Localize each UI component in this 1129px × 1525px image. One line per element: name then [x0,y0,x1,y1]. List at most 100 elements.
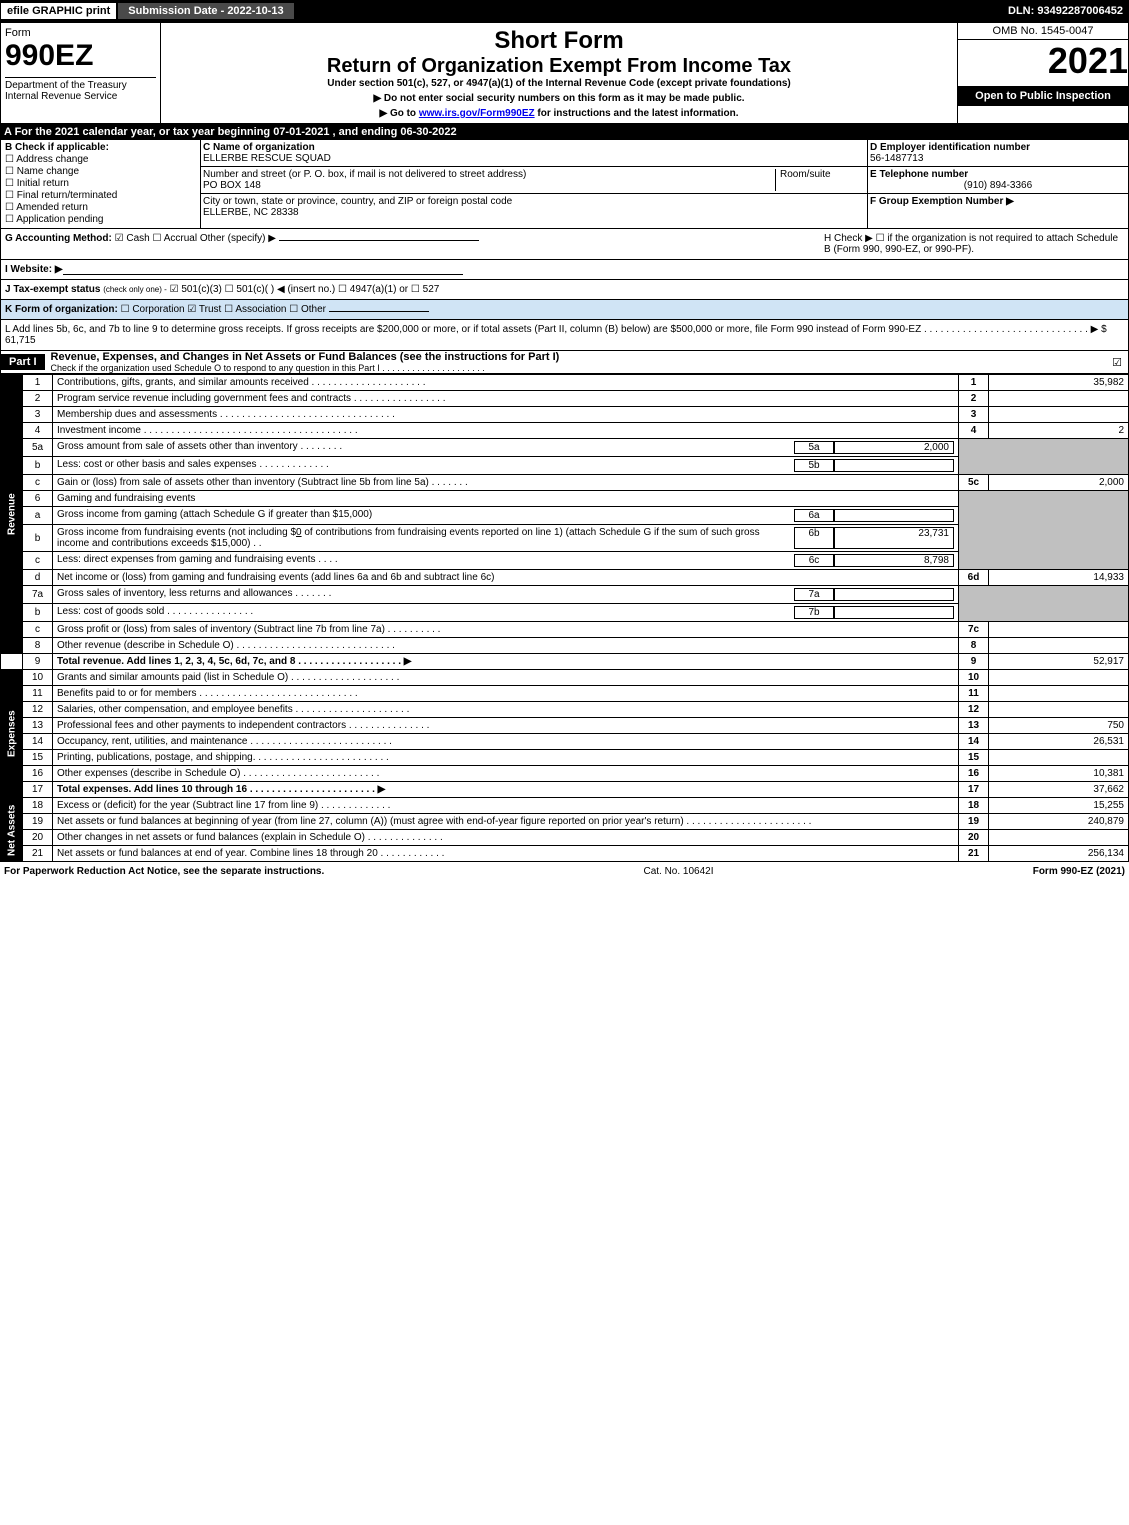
corp-checkbox[interactable]: Corporation [121,304,185,315]
room-label: Room/suite [775,169,865,191]
line-17-desc: Total expenses. Add lines 10 through 16 … [53,782,959,798]
section-a: A For the 2021 calendar year, or tax yea… [0,124,1129,140]
section-l: L Add lines 5b, 6c, and 7b to line 9 to … [0,320,1129,351]
f-block: F Group Exemption Number ▶ [868,194,1128,209]
section-b: B Check if applicable: Address change Na… [1,140,201,228]
line-10-desc: Grants and similar amounts paid (list in… [53,670,959,686]
form-label: Form [5,27,156,39]
line-20-ref: 20 [959,830,989,846]
527-checkbox[interactable]: 527 [411,284,439,295]
dept-label: Department of the Treasury [5,77,156,91]
line-21-amount: 256,134 [989,846,1129,862]
line-3-num: 3 [23,407,53,423]
street-block: Number and street (or P. O. box, if mail… [201,167,867,194]
line-20-desc: Other changes in net assets or fund bala… [53,830,959,846]
line-6d-ref: 6d [959,570,989,586]
line-13-amount: 750 [989,718,1129,734]
part-i-header: Part I Revenue, Expenses, and Changes in… [0,351,1129,374]
d-block: D Employer identification number 56-1487… [868,140,1128,167]
line-12-desc: Salaries, other compensation, and employ… [53,702,959,718]
line-18-num: 18 [23,798,53,814]
tax-year: 2021 [958,40,1128,82]
goto-prefix: ▶ Go to [379,108,418,119]
street-label: Number and street (or P. O. box, if mail… [203,169,775,180]
line-6a-desc: Gross income from gaming (attach Schedul… [57,509,790,522]
line-5b-val [834,459,954,472]
line-12-amount [989,702,1129,718]
line-21-ref: 21 [959,846,989,862]
line-19-ref: 19 [959,814,989,830]
footer-left: For Paperwork Reduction Act Notice, see … [4,866,324,877]
part-i-checkbox[interactable] [1112,356,1128,369]
other-org-checkbox[interactable]: Other [289,304,326,315]
line-13-desc: Professional fees and other payments to … [53,718,959,734]
amended-return-checkbox[interactable]: Amended return [5,202,196,213]
line-11-desc: Benefits paid to or for members . . . . … [53,686,959,702]
line-6-desc: Gaming and fundraising events [53,491,959,507]
return-title: Return of Organization Exempt From Incom… [165,55,953,78]
line-2-ref: 2 [959,391,989,407]
line-18-ref: 18 [959,798,989,814]
line-1-amount: 35,982 [989,375,1129,391]
line-19-amount: 240,879 [989,814,1129,830]
line-1-desc: Contributions, gifts, grants, and simila… [53,375,959,391]
phone-value: (910) 894-3366 [870,180,1126,191]
line-2-amount [989,391,1129,407]
address-change-checkbox[interactable]: Address change [5,154,196,165]
line-6a-cell: Gross income from gaming (attach Schedul… [53,507,959,525]
form-header: Form 990EZ Department of the Treasury In… [0,22,1129,124]
efile-label[interactable]: efile GRAPHIC print [0,2,117,20]
line-7b-desc: Less: cost of goods sold . . . . . . . .… [57,606,790,619]
goto-link[interactable]: www.irs.gov/Form990EZ [419,108,535,119]
line-6b-ref: 6b [794,527,834,549]
line-14-amount: 26,531 [989,734,1129,750]
assoc-checkbox[interactable]: Association [224,304,286,315]
line-13-num: 13 [23,718,53,734]
line-15-num: 15 [23,750,53,766]
other-input[interactable] [279,240,479,241]
line-3-ref: 3 [959,407,989,423]
line-18-desc: Excess or (deficit) for the year (Subtra… [53,798,959,814]
line-8-amount [989,638,1129,654]
trust-checkbox[interactable]: Trust [187,304,221,315]
line-21-desc: Net assets or fund balances at end of ye… [53,846,959,862]
open-inspection: Open to Public Inspection [958,86,1128,106]
h-block: H Check ▶ ☐ if the organization is not r… [824,233,1124,255]
501c-checkbox[interactable]: 501(c)( ) ◀ (insert no.) [225,284,336,295]
final-return-checkbox[interactable]: Final return/terminated [5,190,196,201]
501c3-checkbox[interactable]: 501(c)(3) [170,284,222,295]
line-10-ref: 10 [959,670,989,686]
d-label: D Employer identification number [870,142,1126,153]
line-5a-val: 2,000 [834,441,954,454]
cash-checkbox[interactable]: Cash [115,233,150,244]
line-2-desc: Program service revenue including govern… [53,391,959,407]
line-16-amount: 10,381 [989,766,1129,782]
initial-return-checkbox[interactable]: Initial return [5,178,196,189]
dln-label: DLN: 93492287006452 [1008,5,1129,17]
name-change-checkbox[interactable]: Name change [5,166,196,177]
4947-checkbox[interactable]: 4947(a)(1) or [338,284,408,295]
line-8-num: 8 [23,638,53,654]
c-label: C Name of organization [203,142,865,153]
line-5c-amount: 2,000 [989,475,1129,491]
line-6d-num: d [23,570,53,586]
expenses-side-label: Expenses [1,670,23,798]
no-ssn-note: ▶ Do not enter social security numbers o… [165,93,953,104]
website-input[interactable] [63,264,463,275]
line-6c-ref: 6c [794,554,834,567]
other-org-input[interactable] [329,311,429,312]
goto-line: ▶ Go to www.irs.gov/Form990EZ for instru… [165,108,953,119]
accrual-checkbox[interactable]: Accrual [153,233,198,244]
line-7b-cell: Less: cost of goods sold . . . . . . . .… [53,604,959,622]
line-6-num: 6 [23,491,53,507]
line-14-num: 14 [23,734,53,750]
line-9-num: 9 [23,654,53,670]
app-pending-checkbox[interactable]: Application pending [5,214,196,225]
line-7a-num: 7a [23,586,53,604]
line-11-num: 11 [23,686,53,702]
line-7b-num: b [23,604,53,622]
footer-mid: Cat. No. 10642I [643,866,713,877]
line-7c-ref: 7c [959,622,989,638]
i-label: I Website: ▶ [5,264,63,275]
line-21-num: 21 [23,846,53,862]
